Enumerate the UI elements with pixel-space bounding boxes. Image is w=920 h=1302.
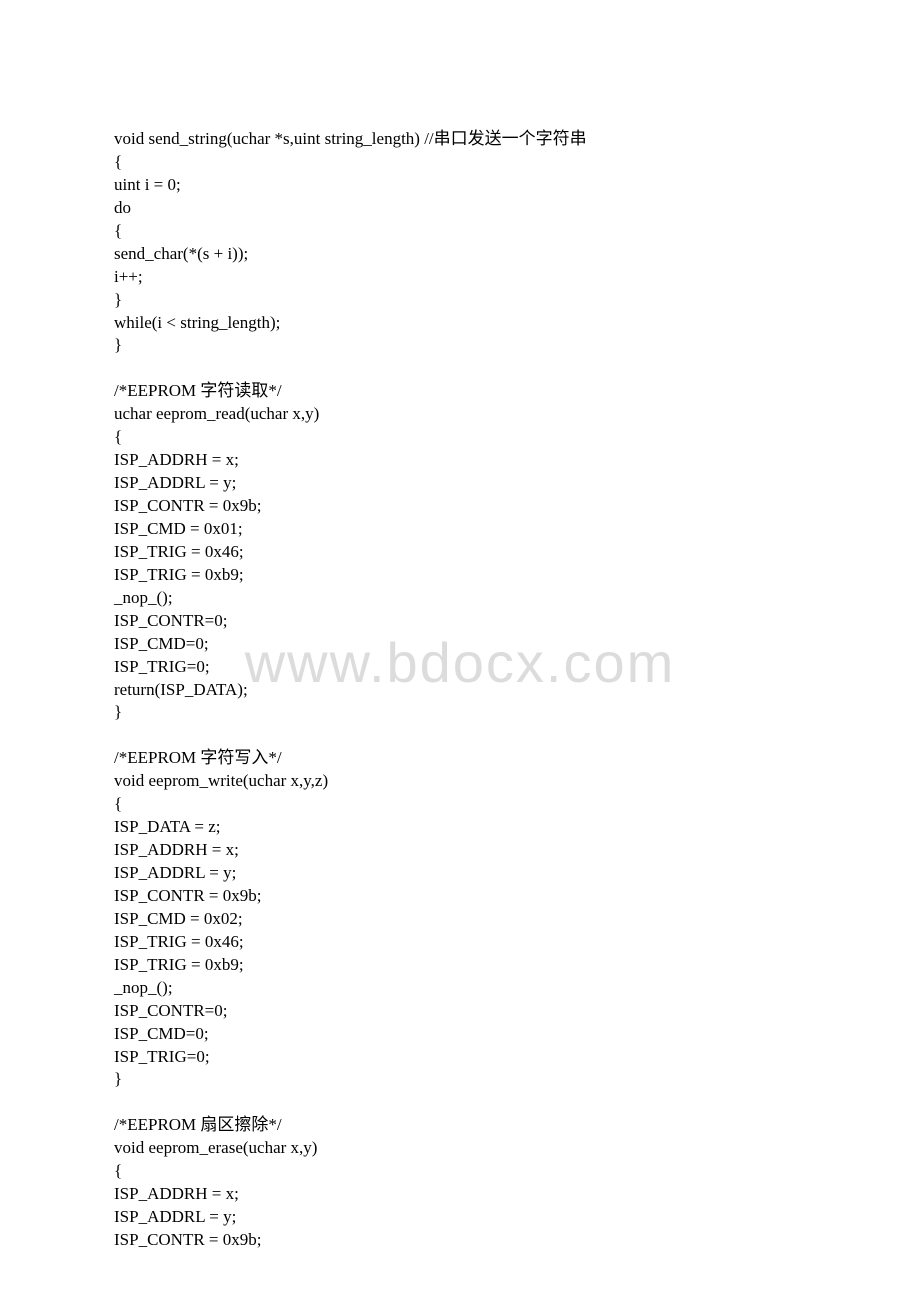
- code-line: {: [114, 220, 806, 243]
- code-line: ISP_ADDRH = x;: [114, 1183, 806, 1206]
- code-line: ISP_CONTR = 0x9b;: [114, 885, 806, 908]
- code-line: ISP_ADDRL = y;: [114, 472, 806, 495]
- code-line: do: [114, 197, 806, 220]
- code-line: {: [114, 151, 806, 174]
- code-line: void eeprom_erase(uchar x,y): [114, 1137, 806, 1160]
- code-line: {: [114, 426, 806, 449]
- code-line: i++;: [114, 266, 806, 289]
- code-line: }: [114, 334, 806, 357]
- code-line: ISP_ADDRH = x;: [114, 839, 806, 862]
- code-line: ISP_ADDRL = y;: [114, 862, 806, 885]
- code-line: ISP_CMD=0;: [114, 1023, 806, 1046]
- code-line: ISP_TRIG = 0x46;: [114, 931, 806, 954]
- code-line: [114, 357, 806, 380]
- code-line: ISP_TRIG = 0xb9;: [114, 564, 806, 587]
- code-line: /*EEPROM 字符读取*/: [114, 380, 806, 403]
- code-line: void eeprom_write(uchar x,y,z): [114, 770, 806, 793]
- code-line: uint i = 0;: [114, 174, 806, 197]
- code-line: /*EEPROM 字符写入*/: [114, 747, 806, 770]
- code-line: }: [114, 289, 806, 312]
- code-line: {: [114, 793, 806, 816]
- code-line: [114, 724, 806, 747]
- code-line: {: [114, 1160, 806, 1183]
- code-line: _nop_();: [114, 977, 806, 1000]
- code-line: ISP_TRIG = 0xb9;: [114, 954, 806, 977]
- code-line: ISP_CONTR=0;: [114, 1000, 806, 1023]
- code-line: uchar eeprom_read(uchar x,y): [114, 403, 806, 426]
- code-line: send_char(*(s + i));: [114, 243, 806, 266]
- code-line: ISP_CMD = 0x02;: [114, 908, 806, 931]
- code-line: ISP_CONTR = 0x9b;: [114, 1229, 806, 1252]
- code-line: _nop_();: [114, 587, 806, 610]
- code-line: ISP_TRIG=0;: [114, 1046, 806, 1069]
- code-line: ISP_CONTR = 0x9b;: [114, 495, 806, 518]
- code-line: return(ISP_DATA);: [114, 679, 806, 702]
- code-line: [114, 1091, 806, 1114]
- code-line: ISP_CMD = 0x01;: [114, 518, 806, 541]
- code-line: }: [114, 701, 806, 724]
- code-line: ISP_ADDRH = x;: [114, 449, 806, 472]
- code-line: ISP_CONTR=0;: [114, 610, 806, 633]
- code-line: while(i < string_length);: [114, 312, 806, 335]
- code-line: }: [114, 1068, 806, 1091]
- code-line: ISP_CMD=0;: [114, 633, 806, 656]
- code-line: ISP_DATA = z;: [114, 816, 806, 839]
- code-content: void send_string(uchar *s,uint string_le…: [114, 128, 806, 1252]
- code-line: ISP_TRIG = 0x46;: [114, 541, 806, 564]
- code-line: ISP_ADDRL = y;: [114, 1206, 806, 1229]
- code-line: void send_string(uchar *s,uint string_le…: [114, 128, 806, 151]
- code-line: /*EEPROM 扇区擦除*/: [114, 1114, 806, 1137]
- code-line: ISP_TRIG=0;: [114, 656, 806, 679]
